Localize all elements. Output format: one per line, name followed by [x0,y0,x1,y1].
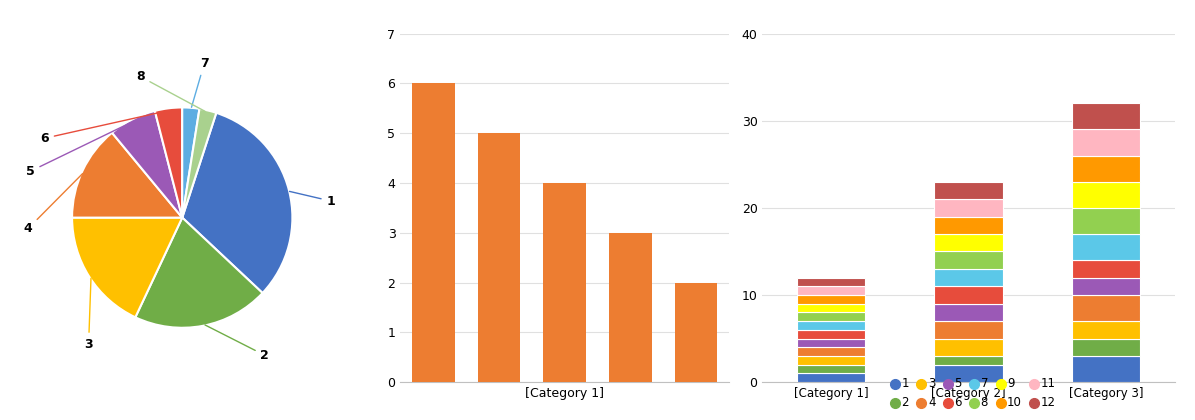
Text: 6: 6 [41,111,166,145]
Text: 3: 3 [85,278,93,351]
Bar [412,84,454,382]
Bar [1072,321,1140,339]
Text: 4: 4 [24,173,82,235]
Bar [797,312,865,321]
Bar [797,330,865,339]
Bar [934,217,1003,234]
Text: 1: 1 [289,192,336,207]
Bar [797,286,865,295]
Bar [797,339,865,347]
Bar [609,233,651,382]
Bar [478,133,520,382]
Bar [1072,155,1140,182]
Wedge shape [182,113,293,293]
Text: 2: 2 [206,325,269,362]
Wedge shape [135,218,263,328]
Bar [797,295,865,304]
Bar [934,269,1003,286]
Text: 7: 7 [191,57,209,108]
Bar [934,252,1003,269]
Wedge shape [155,108,183,218]
Bar [797,373,865,382]
Bar [1072,234,1140,260]
Legend: 1, 2, 3, 4, 5, 6, 7, 8, 9, 10, 11, 12: 1, 2, 3, 4, 5, 6, 7, 8, 9, 10, 11, 12 [888,373,1060,414]
Bar [1072,260,1140,278]
Bar [1072,129,1140,155]
Bar [797,356,865,365]
Bar [1072,356,1140,382]
Bar [1072,182,1140,208]
Bar [544,183,586,382]
Bar [1072,103,1140,129]
Wedge shape [72,133,182,218]
Bar [797,365,865,373]
Wedge shape [182,109,216,218]
Bar [934,304,1003,321]
Bar [934,365,1003,382]
Bar [797,321,865,330]
Bar [934,321,1003,339]
Text: 5: 5 [26,123,130,178]
Bar [1072,295,1140,321]
Bar [797,278,865,286]
Bar [934,356,1003,365]
Bar [934,234,1003,252]
Text: 8: 8 [136,70,206,111]
Bar [1072,339,1140,356]
Bar [934,182,1003,199]
Bar [934,286,1003,304]
Bar [797,347,865,356]
Bar [934,199,1003,217]
Wedge shape [112,111,182,218]
Bar [1072,208,1140,234]
Bar [675,283,717,382]
Wedge shape [182,108,200,218]
Bar [797,304,865,312]
Wedge shape [72,218,182,317]
Bar [934,339,1003,356]
Bar [1072,278,1140,295]
